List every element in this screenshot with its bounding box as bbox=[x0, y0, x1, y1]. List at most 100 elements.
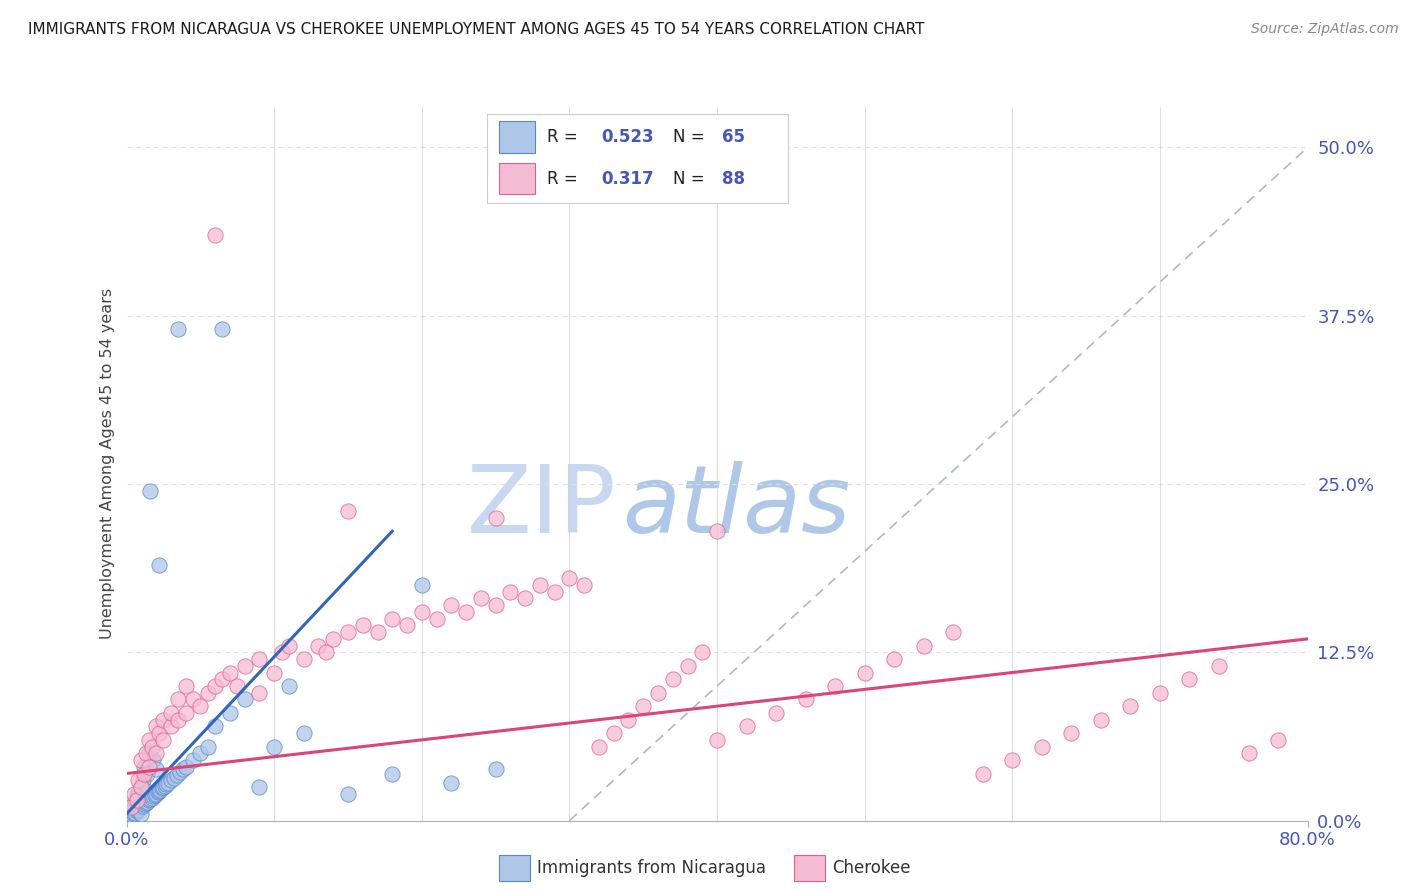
Point bbox=[883, 652, 905, 666]
Point bbox=[141, 790, 163, 805]
Point bbox=[484, 763, 508, 777]
Point bbox=[1031, 739, 1053, 754]
Point bbox=[1149, 686, 1171, 700]
Point bbox=[588, 739, 610, 754]
Point bbox=[292, 652, 315, 666]
Point bbox=[543, 584, 565, 599]
Point bbox=[233, 658, 256, 673]
Point bbox=[129, 797, 153, 812]
Point bbox=[647, 686, 669, 700]
Point bbox=[166, 768, 188, 782]
Point bbox=[499, 584, 522, 599]
Point bbox=[136, 766, 159, 780]
Point bbox=[204, 227, 226, 242]
Point bbox=[127, 773, 149, 788]
Point bbox=[352, 618, 374, 632]
Text: ZIP: ZIP bbox=[467, 460, 617, 553]
Point bbox=[122, 806, 145, 821]
Point bbox=[247, 780, 270, 794]
Point bbox=[150, 781, 173, 796]
Point bbox=[125, 793, 148, 807]
Point bbox=[676, 658, 699, 673]
Point bbox=[794, 692, 817, 706]
Point bbox=[425, 612, 447, 626]
Point bbox=[139, 483, 162, 498]
Point bbox=[174, 760, 197, 774]
Point bbox=[134, 766, 156, 780]
Point bbox=[129, 780, 153, 794]
Point bbox=[167, 322, 190, 336]
Point bbox=[181, 753, 204, 767]
Point bbox=[142, 753, 165, 767]
Point bbox=[278, 679, 301, 693]
Point bbox=[127, 803, 149, 817]
Point bbox=[138, 732, 160, 747]
Point bbox=[148, 784, 170, 798]
Point bbox=[1267, 732, 1289, 747]
Y-axis label: Unemployment Among Ages 45 to 54 years: Unemployment Among Ages 45 to 54 years bbox=[100, 288, 115, 640]
Point bbox=[120, 800, 142, 814]
Point bbox=[124, 793, 146, 807]
Point bbox=[149, 782, 172, 797]
Point bbox=[132, 773, 155, 788]
Point bbox=[174, 679, 197, 693]
Point bbox=[307, 639, 329, 653]
Point bbox=[470, 591, 492, 606]
Point bbox=[1178, 673, 1201, 687]
Point bbox=[337, 625, 360, 640]
Point bbox=[1237, 747, 1260, 761]
Point bbox=[247, 686, 270, 700]
Point bbox=[129, 780, 153, 794]
Point bbox=[121, 808, 143, 822]
Point bbox=[197, 686, 219, 700]
Point bbox=[322, 632, 344, 646]
Point bbox=[128, 800, 150, 814]
Point bbox=[160, 706, 183, 720]
Point bbox=[454, 605, 477, 619]
Point bbox=[153, 779, 176, 793]
Point bbox=[337, 504, 360, 518]
Point bbox=[125, 804, 148, 818]
Point bbox=[411, 578, 433, 592]
Point bbox=[134, 797, 156, 812]
Point bbox=[146, 785, 169, 799]
Point bbox=[145, 763, 167, 777]
Point bbox=[381, 766, 404, 780]
Point bbox=[690, 645, 713, 659]
Point bbox=[135, 796, 157, 810]
Point bbox=[141, 739, 163, 754]
Point bbox=[218, 665, 242, 680]
Point bbox=[122, 787, 145, 801]
Point bbox=[233, 692, 256, 706]
Point bbox=[120, 806, 142, 821]
Point bbox=[145, 747, 167, 761]
Point bbox=[484, 598, 508, 612]
Point bbox=[1060, 726, 1083, 740]
Point bbox=[337, 787, 360, 801]
Point bbox=[163, 771, 186, 785]
Point bbox=[226, 679, 249, 693]
Point bbox=[138, 760, 160, 774]
Point bbox=[188, 747, 211, 761]
Point bbox=[411, 605, 433, 619]
Point bbox=[972, 766, 994, 780]
Point bbox=[529, 578, 551, 592]
Point bbox=[942, 625, 965, 640]
Point bbox=[558, 571, 581, 585]
Point bbox=[148, 726, 170, 740]
Point bbox=[263, 665, 285, 680]
Text: Immigrants from Nicaragua: Immigrants from Nicaragua bbox=[537, 859, 766, 877]
Point bbox=[1208, 658, 1230, 673]
Point bbox=[142, 789, 165, 804]
Point bbox=[278, 639, 301, 653]
Text: Source: ZipAtlas.com: Source: ZipAtlas.com bbox=[1251, 22, 1399, 37]
Point bbox=[152, 713, 174, 727]
Point bbox=[765, 706, 787, 720]
Point bbox=[167, 692, 190, 706]
Point bbox=[129, 753, 153, 767]
Point bbox=[292, 726, 315, 740]
Point bbox=[136, 795, 159, 809]
Point bbox=[160, 773, 183, 788]
Point bbox=[270, 645, 292, 659]
Point bbox=[218, 706, 242, 720]
